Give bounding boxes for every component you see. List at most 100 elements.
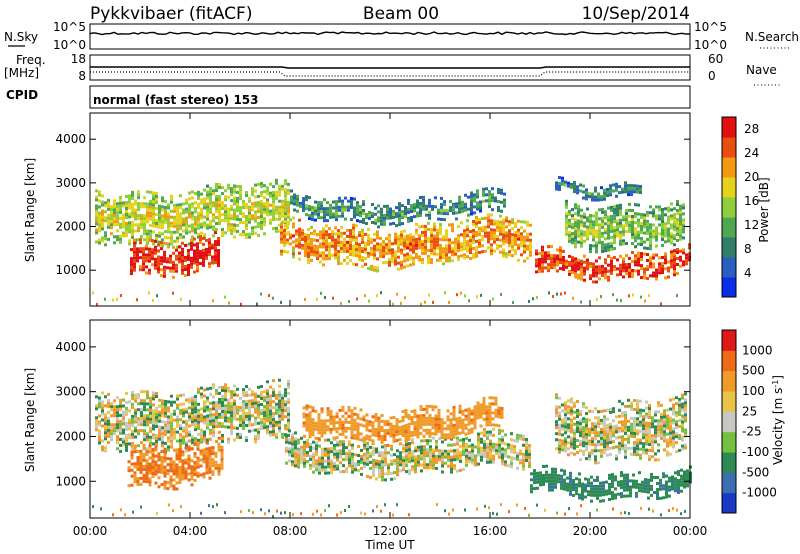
- power-colorbar-tick: 16: [744, 194, 759, 208]
- power-echo-cell: [172, 269, 175, 273]
- power-echo-cell: [478, 239, 481, 242]
- power-echo-cell: [571, 208, 574, 212]
- power-echo-cell: [615, 182, 618, 186]
- velocity-echo-cell: [366, 456, 369, 460]
- velocity-echo-cell: [519, 434, 522, 438]
- power-echo-cell: [652, 253, 655, 257]
- velocity-echo-cell: [151, 457, 155, 460]
- power-echo-cell: [158, 207, 161, 211]
- power-echo-cell: [347, 205, 350, 209]
- power-echo-cell: [404, 206, 407, 209]
- power-echo-cell: [98, 241, 101, 245]
- velocity-echo-cell: [519, 458, 522, 462]
- velocity-echo-cell: [383, 432, 387, 436]
- velocity-echo-cell: [354, 468, 357, 472]
- power-echo-cell: [598, 256, 601, 260]
- power-echo-cell: [451, 241, 454, 245]
- velocity-echo-cell: [312, 464, 315, 468]
- velocity-echo-cell: [197, 387, 200, 391]
- power-echo-cell: [505, 231, 508, 235]
- power-echo-cell: [433, 228, 436, 232]
- velocity-echo-cell: [464, 423, 468, 427]
- velocity-echo-cell: [401, 434, 405, 437]
- power-echo-cell: [260, 209, 263, 212]
- power-echo-cell: [652, 235, 655, 239]
- velocity-echo-cell: [211, 464, 215, 468]
- power-echo-cell: [200, 201, 203, 205]
- power-echo-cell: [586, 261, 589, 265]
- power-echo-cell: [421, 240, 424, 243]
- power-echo-cell: [409, 257, 412, 261]
- power-noise-cell: [548, 291, 550, 295]
- power-echo-cell: [478, 245, 481, 248]
- power-echo-cell: [488, 205, 491, 209]
- power-echo-cell: [197, 220, 200, 224]
- velocity-echo-cell: [366, 447, 369, 451]
- velocity-echo-cell: [119, 419, 122, 423]
- velocity-echo-cell: [323, 428, 327, 432]
- velocity-echo-cell: [411, 453, 414, 457]
- power-echo-cell: [576, 185, 579, 189]
- velocity-echo-cell: [324, 438, 327, 442]
- power-echo-cell: [307, 243, 310, 246]
- power-echo-cell: [152, 230, 155, 234]
- power-echo-cell: [571, 262, 574, 266]
- velocity-echo-cell: [354, 453, 357, 457]
- velocity-echo-cell: [522, 458, 525, 462]
- velocity-echo-cell: [366, 474, 369, 478]
- power-echo-cell: [609, 184, 612, 188]
- power-echo-cell: [481, 238, 484, 242]
- power-echo-cell: [298, 257, 301, 261]
- power-echo-cell: [457, 240, 460, 244]
- velocity-echo-cell: [312, 470, 315, 474]
- power-echo-cell: [349, 250, 352, 254]
- velocity-echo-cell: [182, 414, 185, 418]
- nsearch-label: N.Search: [745, 30, 799, 44]
- power-echo-cell: [280, 228, 283, 232]
- velocity-echo-cell: [459, 438, 462, 442]
- power-echo-cell: [430, 231, 433, 235]
- power-echo-cell: [113, 217, 116, 221]
- velocity-echo-cell: [402, 447, 405, 451]
- power-echo-cell: [406, 234, 409, 238]
- velocity-echo-cell: [136, 456, 140, 459]
- power-noise-cell: [448, 300, 450, 304]
- velocity-echo-cell: [483, 431, 486, 435]
- power-echo-cell: [643, 231, 646, 235]
- power-echo-cell: [541, 260, 544, 264]
- velocity-echo-cell: [113, 429, 116, 433]
- power-echo-cell: [190, 244, 193, 248]
- power-echo-cell: [622, 269, 625, 273]
- power-echo-cell: [655, 277, 658, 281]
- power-echo-cell: [212, 234, 215, 238]
- power-echo-cell: [600, 195, 603, 199]
- power-echo-cell: [476, 189, 479, 193]
- power-echo-cell: [169, 257, 172, 261]
- power-echo-cell: [301, 231, 304, 235]
- velocity-echo-cell: [170, 433, 173, 437]
- velocity-echo-cell: [449, 412, 453, 416]
- power-echo-cell: [574, 257, 577, 261]
- velocity-echo-cell: [161, 405, 164, 409]
- velocity-echo-cell: [291, 451, 294, 455]
- power-echo-cell: [606, 191, 609, 194]
- velocity-echo-cell: [194, 413, 197, 417]
- power-echo-cell: [493, 249, 496, 253]
- power-echo-cell: [113, 205, 116, 209]
- power-echo-cell: [667, 227, 670, 231]
- power-echo-cell: [278, 184, 281, 188]
- power-echo-cell: [236, 217, 239, 221]
- velocity-echo-cell: [384, 457, 387, 461]
- power-echo-cell: [181, 256, 184, 260]
- power-echo-cell: [191, 211, 194, 215]
- velocity-echo-cell: [383, 429, 387, 433]
- power-echo-cell: [556, 263, 559, 267]
- power-echo-cell: [380, 213, 383, 217]
- power-echo-cell: [418, 237, 421, 241]
- velocity-echo-cell: [431, 417, 435, 421]
- velocity-echo-cell: [175, 487, 179, 491]
- velocity-echo-cell: [378, 475, 381, 479]
- power-echo-cell: [439, 256, 442, 259]
- power-echo-cell: [565, 220, 568, 224]
- velocity-echo-cell: [410, 434, 414, 437]
